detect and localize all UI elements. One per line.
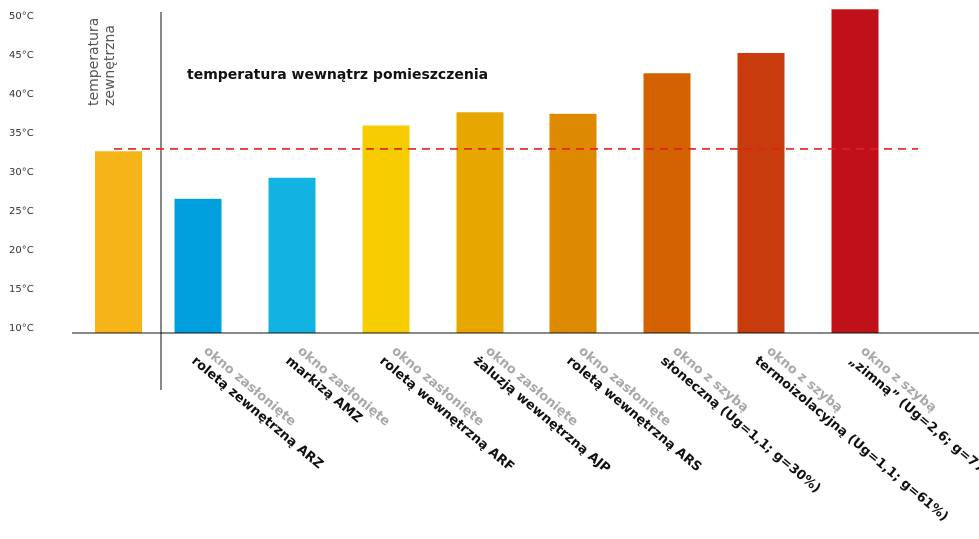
bar (831, 9, 879, 334)
y-tick-label: 20°C (9, 245, 34, 256)
bars (95, 9, 879, 334)
y-tick-label: 15°C (9, 284, 34, 295)
y-tick-label: 30°C (9, 167, 34, 178)
bar (549, 113, 597, 333)
y-tick-label: 35°C (9, 128, 34, 139)
y-tick-label: 25°C (9, 206, 34, 217)
bar (362, 125, 410, 334)
bar (737, 52, 785, 333)
bar-reference-outside (95, 151, 142, 333)
y-axis-ticks: 10°C 15°C 20°C 25°C 30°C 35°C 40°C 45°C 50°C (9, 11, 34, 334)
y-tick-label: 50°C (9, 11, 34, 22)
bar (268, 177, 316, 333)
category-label-line-2: „zimną” (Ug=2,6; g=77%) (845, 354, 979, 489)
reference-label-line-2: zewnętrzna (102, 25, 118, 106)
y-tick-label: 40°C (9, 89, 34, 100)
bar (456, 112, 504, 333)
y-tick-label: 45°C (9, 50, 34, 61)
bar (643, 73, 691, 333)
chart-title: temperatura wewnątrz pomieszczenia (187, 67, 488, 83)
bar (174, 198, 222, 333)
reference-label-line-1: temperatura (86, 18, 102, 106)
category-label-line-2: termoizolacyjną (Ug=1,1; g=61%) (751, 354, 951, 525)
y-tick-label: 10°C (9, 323, 34, 334)
